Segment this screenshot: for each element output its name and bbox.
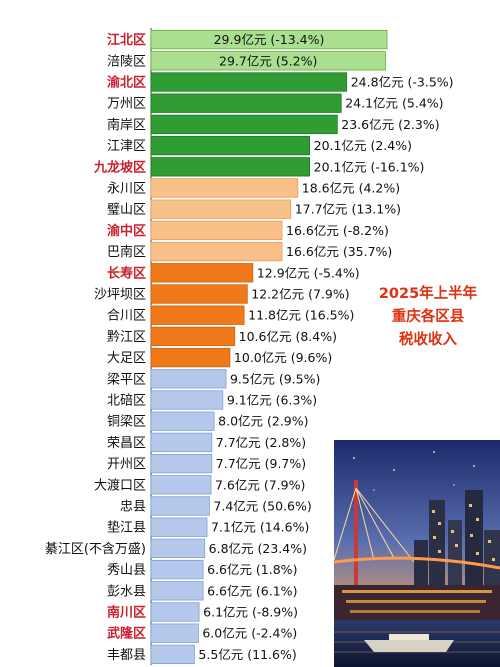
bar xyxy=(150,29,388,50)
category-label: 涪陵区 xyxy=(107,54,146,69)
value-label: 10.0亿元 (9.6%) xyxy=(234,350,332,365)
value-label: 16.6亿元 (35.7%) xyxy=(286,244,392,259)
category-label: 璧山区 xyxy=(107,202,146,218)
category-label: 忠县 xyxy=(120,500,146,515)
chongqing-cityscape-photo xyxy=(334,440,500,667)
category-label: 长寿区 xyxy=(107,265,146,281)
category-label: 武隆区 xyxy=(107,626,146,642)
annotation-title: 2025年上半年 重庆各区县 税收收入 xyxy=(366,283,490,352)
bar xyxy=(150,72,348,92)
bar xyxy=(150,284,248,304)
value-label: 5.5亿元 (11.6%) xyxy=(198,647,296,662)
annotation-line-3: 税收收入 xyxy=(399,332,457,348)
bar xyxy=(150,369,227,389)
bar xyxy=(150,135,311,156)
category-label: 渝中区 xyxy=(107,223,146,239)
annotation-line-2: 重庆各区县 xyxy=(391,309,465,325)
value-label: 9.5亿元 (9.5%) xyxy=(230,371,320,386)
bar xyxy=(150,326,236,347)
bar xyxy=(150,263,254,283)
category-label: 梁平区 xyxy=(107,372,146,387)
category-label: 大足区 xyxy=(107,351,146,366)
category-label: 秀山县 xyxy=(107,563,146,578)
value-label: 29.9亿元 (-13.4%) xyxy=(214,32,325,47)
category-label: 丰都县 xyxy=(107,648,146,663)
value-label: 29.7亿元 (5.2%) xyxy=(219,53,317,68)
value-label: 9.1亿元 (6.3%) xyxy=(227,393,317,408)
category-label: 荣昌区 xyxy=(107,436,146,451)
category-label: 渝北区 xyxy=(107,75,146,91)
value-label: 10.6亿元 (8.4%) xyxy=(239,329,337,344)
bars-layer: 江北区 29.9亿元 (-13.4%) 涪陵区 29.7亿元 (5.2%) 渝北区 24.… xyxy=(45,29,454,665)
category-label: 南川区 xyxy=(107,605,146,621)
category-label: 永川区 xyxy=(107,182,146,197)
bar xyxy=(150,581,204,601)
bar xyxy=(150,93,342,113)
category-label: 黔江区 xyxy=(107,330,146,345)
value-label: 6.6亿元 (6.1%) xyxy=(207,583,297,598)
category-label: 合川区 xyxy=(107,309,146,324)
category-label: 江北区 xyxy=(107,32,146,48)
annotation-line-1: 2025年上半年 xyxy=(378,286,478,302)
value-label: 20.1亿元 (-16.1%) xyxy=(314,159,425,174)
value-label: 16.6亿元 (-8.2%) xyxy=(286,223,389,238)
category-label: 北碚区 xyxy=(107,394,146,409)
category-label: 垫江县 xyxy=(107,520,146,536)
bar xyxy=(150,114,338,135)
value-label: 12.9亿元 (-5.4%) xyxy=(257,265,360,280)
bar xyxy=(150,220,283,241)
category-label: 九龙坡区 xyxy=(93,159,146,175)
bar xyxy=(150,475,212,495)
bar xyxy=(150,559,204,580)
category-label: 沙坪坝区 xyxy=(94,288,146,303)
category-label: 大渡口区 xyxy=(94,477,146,493)
bar xyxy=(150,432,213,453)
value-label: 8.0亿元 (2.9%) xyxy=(218,414,308,429)
bar xyxy=(150,644,195,665)
bar xyxy=(150,51,386,71)
value-label: 6.6亿元 (1.8%) xyxy=(207,562,297,577)
value-label: 20.1亿元 (2.4%) xyxy=(314,138,412,153)
bar xyxy=(150,602,200,622)
value-label: 6.0亿元 (-2.4%) xyxy=(202,626,297,641)
value-label: 7.4亿元 (50.6%) xyxy=(213,499,311,514)
bar xyxy=(150,496,210,516)
bar xyxy=(150,157,311,177)
bar xyxy=(150,411,215,431)
bar xyxy=(150,390,224,410)
category-label: 江津区 xyxy=(107,139,146,154)
bar xyxy=(150,453,213,474)
value-label: 24.1亿元 (5.4%) xyxy=(345,96,443,111)
bar xyxy=(150,517,208,537)
bar xyxy=(150,241,283,262)
value-label: 18.6亿元 (4.2%) xyxy=(302,181,400,196)
bar xyxy=(150,305,245,325)
value-label: 7.6亿元 (7.9%) xyxy=(215,477,305,492)
value-label: 6.8亿元 (23.4%) xyxy=(209,541,307,556)
bar xyxy=(150,199,292,219)
value-label: 17.7亿元 (13.1%) xyxy=(295,202,401,217)
value-label: 12.2亿元 (7.9%) xyxy=(251,287,349,302)
category-label: 巴南区 xyxy=(107,244,146,260)
category-label: 开州区 xyxy=(107,457,146,472)
value-label: 7.7亿元 (9.7%) xyxy=(216,456,306,471)
value-label: 7.1亿元 (14.6%) xyxy=(211,520,309,535)
bar xyxy=(150,347,231,368)
bar xyxy=(150,538,206,559)
bar xyxy=(150,623,199,643)
value-label: 24.8亿元 (-3.5%) xyxy=(351,75,454,90)
value-label: 7.7亿元 (2.8%) xyxy=(216,435,306,450)
value-label: 6.1亿元 (-8.9%) xyxy=(203,605,298,620)
category-label: 铜梁区 xyxy=(107,415,146,430)
bar xyxy=(150,178,299,198)
category-label: 万州区 xyxy=(107,97,146,112)
value-label: 11.8亿元 (16.5%) xyxy=(248,308,354,323)
category-label: 綦江区(不含万盛) xyxy=(45,541,146,557)
category-label: 南岸区 xyxy=(107,117,146,133)
value-label: 23.6亿元 (2.3%) xyxy=(341,117,439,132)
category-label: 彭水县 xyxy=(107,584,146,599)
